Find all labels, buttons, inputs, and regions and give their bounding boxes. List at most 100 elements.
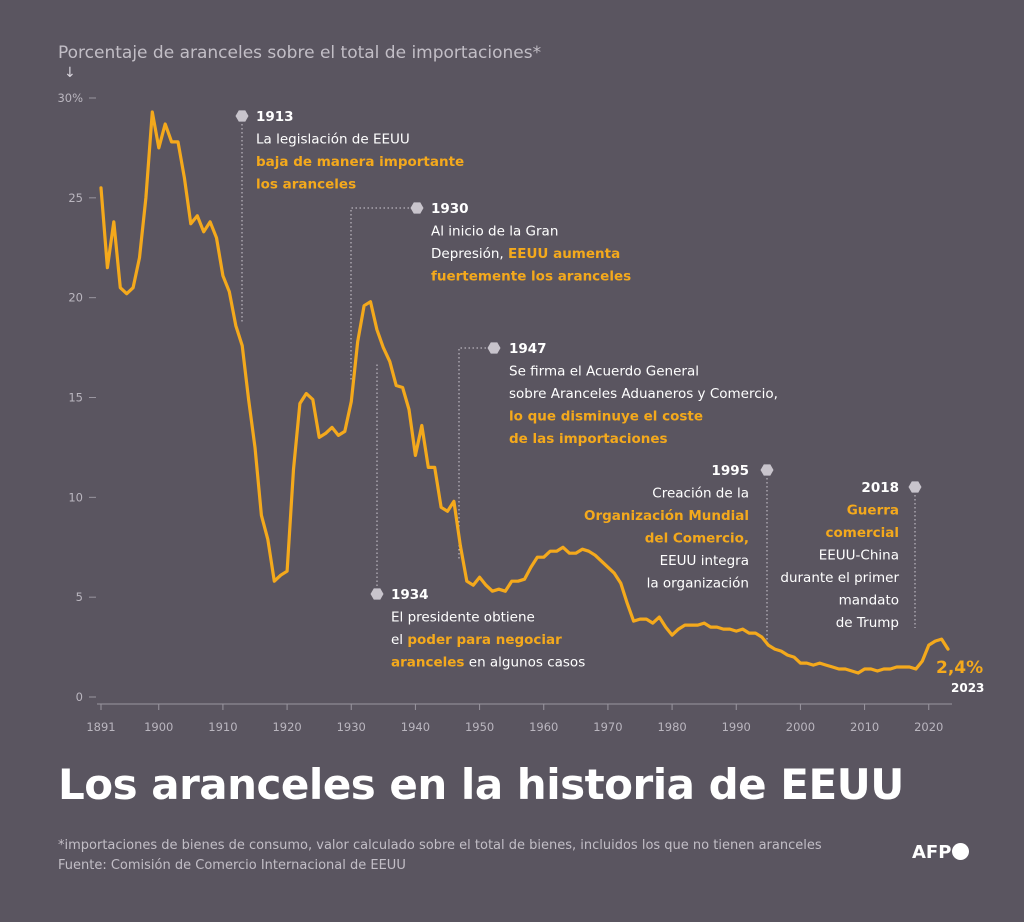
annotation-segment: Se firma el Acuerdo General [509,364,699,380]
end-value-label: 2,4% [936,658,983,678]
annotation-line: mandato [839,593,899,609]
y-tick-label: 15 [68,391,83,405]
annotation-segment: poder para negociar [407,632,562,648]
annotation-segment: Al inicio de la Gran [431,224,558,240]
annotation-segment: sobre Aranceles Aduaneros y Comercio, [509,386,778,402]
x-tick-label: 1960 [529,720,558,734]
annotation-segment: Depresión, [431,246,508,262]
x-tick-label: 1891 [86,720,115,734]
x-tick-label: 2010 [850,720,879,734]
afp-logo: AFP [912,842,970,863]
y-tick-label: 0 [76,690,83,704]
footnote-source: Fuente: Comisión de Comercio Internacion… [58,858,406,873]
annotation-line: Se firma el Acuerdo General [509,364,699,380]
axis-ticks: 0 5 10 15 20 25 30% 1891 1900 1910 1920 1930 1940 195… [57,91,952,734]
annotation-marker-icon [370,588,384,600]
annotation-year: 1995 [711,463,749,479]
annotation-segment: El presidente obtiene [391,610,535,626]
annotation-segment: la organización [647,576,749,592]
annotation-line: Al inicio de la Gran [431,224,558,240]
annotation-segment: Guerra [847,503,899,519]
x-tick-label: 2000 [786,720,815,734]
annotation-line: durante el primer [780,570,899,586]
annotation-marker-icon [908,481,922,493]
annotation-line: lo que disminuye el coste [509,409,703,425]
annotation-line: EEUU integra [660,553,749,569]
annotation-line: sobre Aranceles Aduaneros y Comercio, [509,386,778,402]
annotation-marker-icon [235,110,249,122]
series-line [99,110,950,675]
annotation-segment: fuertemente los aranceles [431,269,631,285]
x-tick-label: 1990 [722,720,751,734]
y-tick-label: 30% [57,91,83,105]
y-axis-title: Porcentaje de aranceles sobre el total d… [58,43,542,63]
annotation-segment: lo que disminuye el coste [509,409,703,425]
x-tick-label: 2020 [914,720,943,734]
footnote: *importaciones de bienes de consumo, val… [58,836,822,876]
annotation-line: Creación de la [652,486,749,502]
end-year-label: 2023 [951,681,984,695]
annotation-segment: el [391,632,407,648]
y-tick-label: 20 [68,291,83,305]
x-tick-label: 1940 [401,720,430,734]
annotation-segment: EEUU-China [819,548,899,564]
annotation-line: de Trump [836,615,899,631]
leader-line [350,207,409,380]
footnote-note: *importaciones de bienes de consumo, val… [58,838,822,853]
annotation-line: del Comercio, [645,531,749,547]
annotation-line: Organización Mundial [584,508,749,524]
annotation-segment: Organización Mundial [584,508,749,524]
annotation-year: 1913 [256,109,294,125]
annotation-segment: de las importaciones [509,431,668,447]
annotation-line: comercial [825,525,899,541]
annotation-segment: aranceles [391,655,464,671]
annotation-segment: del Comercio, [645,531,749,547]
annotation-line: de las importaciones [509,431,668,447]
annotation-marker-icon [487,342,501,354]
down-arrow-icon: ↓ [64,65,76,81]
annotation-leaders [241,124,916,640]
annotation-segment: mandato [839,593,899,609]
annotation-year: 1947 [509,341,547,357]
logo-text: AFP [912,842,952,863]
annotation-segment: baja de manera importante [256,154,464,170]
x-tick-label: 1910 [208,720,237,734]
annotation-line: los aranceles [256,177,356,193]
x-tick-label: 1930 [337,720,366,734]
annotations: 1913 La legislación de EEUU baja de manera… [235,109,922,671]
x-tick-label: 1900 [144,720,173,734]
annotation-line: el poder para negociar [391,632,562,648]
tariff-line-chart: 0 5 10 15 20 25 30% 1891 1900 1910 1920 1930 1940 195… [57,91,984,734]
annotation-year: 2018 [861,480,899,496]
annotation-segment: durante el primer [780,570,899,586]
annotation-segment: EEUU integra [660,553,749,569]
annotation-line: Guerra [847,503,899,519]
leader-line [458,347,486,560]
annotation-segment: Creación de la [652,486,749,502]
logo-dot-icon [952,843,970,860]
annotation-line: aranceles en algunos casos [391,655,585,671]
annotation-year: 1934 [391,587,429,603]
annotation-marker-icon [410,202,424,214]
annotation-segment: EEUU aumenta [508,246,620,262]
annotation-segment: comercial [825,525,899,541]
annotation-line: La legislación de EEUU [256,132,410,148]
annotation-segment: en algunos casos [464,655,585,671]
x-tick-label: 1980 [657,720,686,734]
y-tick-label: 10 [68,490,83,504]
x-tick-label: 1920 [272,720,301,734]
annotation-line: la organización [647,576,749,592]
annotation-marker-icon [760,464,774,476]
annotation-segment: los aranceles [256,177,356,193]
annotation-line: El presidente obtiene [391,610,535,626]
y-tick-label: 5 [76,590,83,604]
annotation-line: Depresión, EEUU aumenta [431,246,620,262]
x-tick-label: 1950 [465,720,494,734]
annotation-line: EEUU-China [819,548,899,564]
annotation-year: 1930 [431,201,469,217]
x-tick-label: 1970 [593,720,622,734]
annotation-segment: de Trump [836,615,899,631]
annotation-segment: La legislación de EEUU [256,132,410,148]
y-tick-label: 25 [68,191,83,205]
